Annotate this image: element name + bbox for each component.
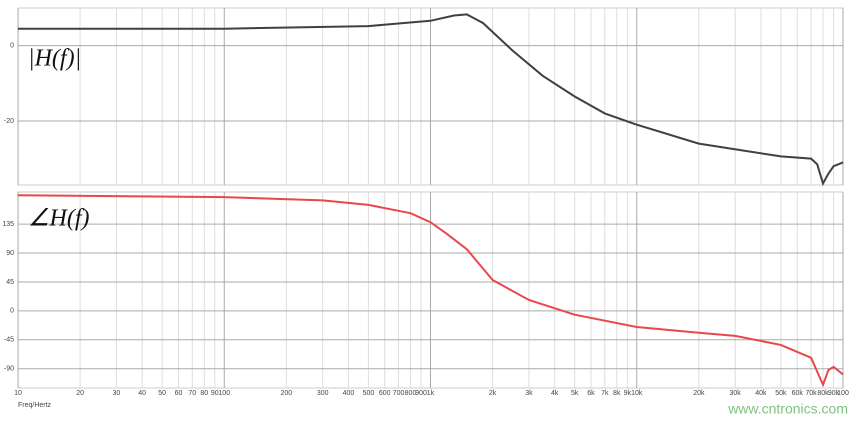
x-tick-label: 900 — [415, 390, 427, 397]
x-tick-label: 500 — [363, 390, 375, 397]
x-tick-label: 600 — [379, 390, 391, 397]
y-tick-label: -20 — [4, 118, 14, 125]
x-tick-label: 40k — [755, 390, 767, 397]
x-tick-label: 4k — [551, 390, 559, 397]
x-tick-label: 400 — [343, 390, 355, 397]
x-tick-label: 100 — [837, 390, 849, 397]
y-tick-label: -45 — [4, 337, 14, 344]
x-tick-label: 800 — [405, 390, 417, 397]
y-tick-label: -90 — [4, 366, 14, 373]
x-tick-label: 8k — [613, 390, 621, 397]
x-tick-label: 7k — [601, 390, 609, 397]
x-tick-label: 20k — [693, 390, 705, 397]
x-tick-label: 2k — [489, 390, 497, 397]
watermark: www.cntronics.com — [727, 401, 848, 417]
x-tick-label: 80k — [817, 390, 829, 397]
x-tick-label: 60k — [792, 390, 804, 397]
panel-title: ∠H(f) — [28, 206, 90, 232]
x-tick-label: 10k — [631, 390, 643, 397]
y-tick-label: 90 — [6, 250, 14, 257]
x-tick-label: 70k — [805, 390, 817, 397]
x-tick-label: 10 — [14, 390, 22, 397]
panel-title: |H(f)| — [28, 46, 81, 72]
x-tick-label: 30k — [730, 390, 742, 397]
x-tick-label: 9k — [624, 390, 632, 397]
curve — [17, 194, 844, 388]
y-tick-label: 0 — [10, 308, 14, 315]
x-tick-label: 700 — [393, 390, 405, 397]
x-tick-label: 6k — [587, 390, 595, 397]
x-tick-label: 90 — [211, 390, 219, 397]
x-tick-label: 60 — [175, 390, 183, 397]
x-tick-label: 80 — [200, 390, 208, 397]
x-tick-label: 70 — [188, 390, 196, 397]
x-tick-label: 40 — [138, 390, 146, 397]
x-tick-label: 50 — [158, 390, 166, 397]
x-tick-label: 100 — [218, 390, 230, 397]
x-tick-label: 50k — [775, 390, 787, 397]
x-tick-label: 1k — [427, 390, 435, 397]
x-tick-label: 5k — [571, 390, 579, 397]
y-tick-label: 135 — [2, 221, 14, 228]
x-tick-label: 200 — [280, 390, 292, 397]
x-tick-label: 20 — [76, 390, 84, 397]
x-tick-label: 3k — [525, 390, 533, 397]
y-tick-label: 0 — [10, 43, 14, 50]
x-axis-label: Freq/Hertz — [18, 402, 52, 409]
x-tick-label: 30 — [113, 390, 121, 397]
curve — [18, 13, 844, 187]
x-tick-label: 90k — [828, 390, 840, 397]
x-tick-label: 300 — [317, 390, 329, 397]
y-tick-label: 45 — [6, 279, 14, 286]
